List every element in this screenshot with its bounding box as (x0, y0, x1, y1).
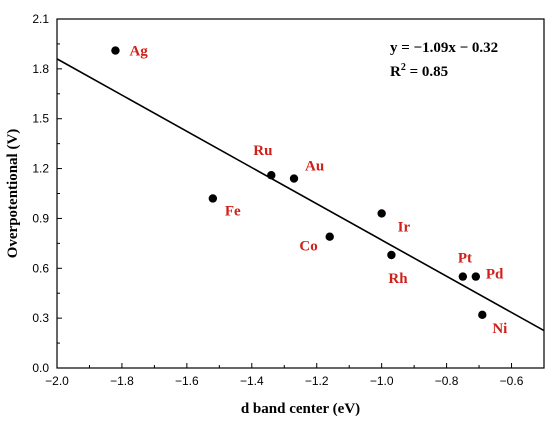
x-axis-title: d band center (eV) (241, 401, 360, 417)
data-point-au (289, 174, 299, 183)
data-point-pt (458, 272, 468, 281)
x-tick-label: −1.6 (175, 374, 199, 388)
fit-equation: y = −1.09x − 0.32 (390, 40, 498, 56)
plot-area (56, 18, 545, 369)
data-point-fe (208, 194, 218, 203)
fit-layer (56, 58, 545, 332)
points-layer: Ag Fe Ru Au Co Ir Rh Pt Pd Ni (111, 44, 507, 337)
x-tick-label: −1.0 (370, 374, 394, 388)
axes-layer: −2.0 −1.8 −1.6 −1.4 −1.2 −1.0 −0.8 −0.6 0.0 0.3 0.… (32, 12, 523, 388)
data-point-ru (267, 171, 276, 180)
point-label-ag: Ag (129, 44, 148, 60)
x-tick-label: −1.4 (240, 374, 264, 388)
y-tick-label: 0.6 (32, 261, 49, 275)
data-point-ni (478, 310, 487, 320)
r-squared-sup: 2 (401, 62, 406, 73)
y-tick-label: 0.0 (32, 361, 49, 375)
point-label-au: Au (305, 159, 324, 175)
plot-frame (56, 18, 545, 369)
x-tick-label: −1.8 (110, 374, 134, 388)
fit-line (56, 58, 545, 332)
y-axis-title: Overpotentional (V) (5, 129, 21, 259)
point-label-ir: Ir (398, 219, 411, 235)
y-tick-label: 1.8 (32, 62, 49, 76)
r-squared-prefix: R (390, 64, 401, 80)
y-tick-label: 2.1 (32, 12, 49, 26)
y-tick-label: 0.3 (32, 311, 49, 325)
x-tick-label: −2.0 (45, 374, 69, 388)
y-tick-label: 0.9 (32, 211, 49, 225)
y-tick-label: 1.2 (32, 162, 49, 176)
point-label-pt: Pt (458, 251, 472, 267)
point-label-pd: Pd (486, 267, 504, 283)
point-label-ru: Ru (253, 143, 272, 159)
x-tick-label: −1.2 (305, 374, 329, 388)
data-point-pd (471, 272, 481, 281)
x-tick-label: −0.8 (435, 374, 459, 388)
x-tick-label: −0.6 (500, 374, 524, 388)
data-point-ag (111, 46, 120, 55)
point-label-co: Co (299, 239, 317, 255)
point-label-rh: Rh (388, 271, 408, 287)
data-point-co (325, 232, 334, 241)
data-point-ir (377, 209, 386, 218)
point-label-ni: Ni (492, 321, 507, 337)
data-point-rh (387, 250, 396, 260)
r-squared-value: = 0.85 (406, 64, 448, 80)
y-tick-label: 1.5 (32, 112, 49, 126)
point-label-fe: Fe (225, 203, 241, 219)
r-squared: R2 = 0.85 (390, 62, 448, 80)
